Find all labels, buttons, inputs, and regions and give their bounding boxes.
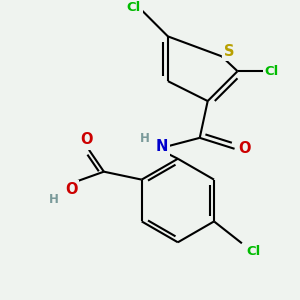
Text: Cl: Cl bbox=[247, 245, 261, 258]
Text: Cl: Cl bbox=[265, 65, 279, 78]
Text: H: H bbox=[140, 132, 150, 145]
Text: O: O bbox=[65, 182, 77, 197]
Text: H: H bbox=[49, 193, 59, 206]
Text: S: S bbox=[224, 44, 235, 59]
Text: O: O bbox=[238, 141, 251, 156]
Text: N: N bbox=[156, 139, 168, 154]
Text: Cl: Cl bbox=[126, 2, 141, 14]
Text: O: O bbox=[81, 132, 93, 147]
